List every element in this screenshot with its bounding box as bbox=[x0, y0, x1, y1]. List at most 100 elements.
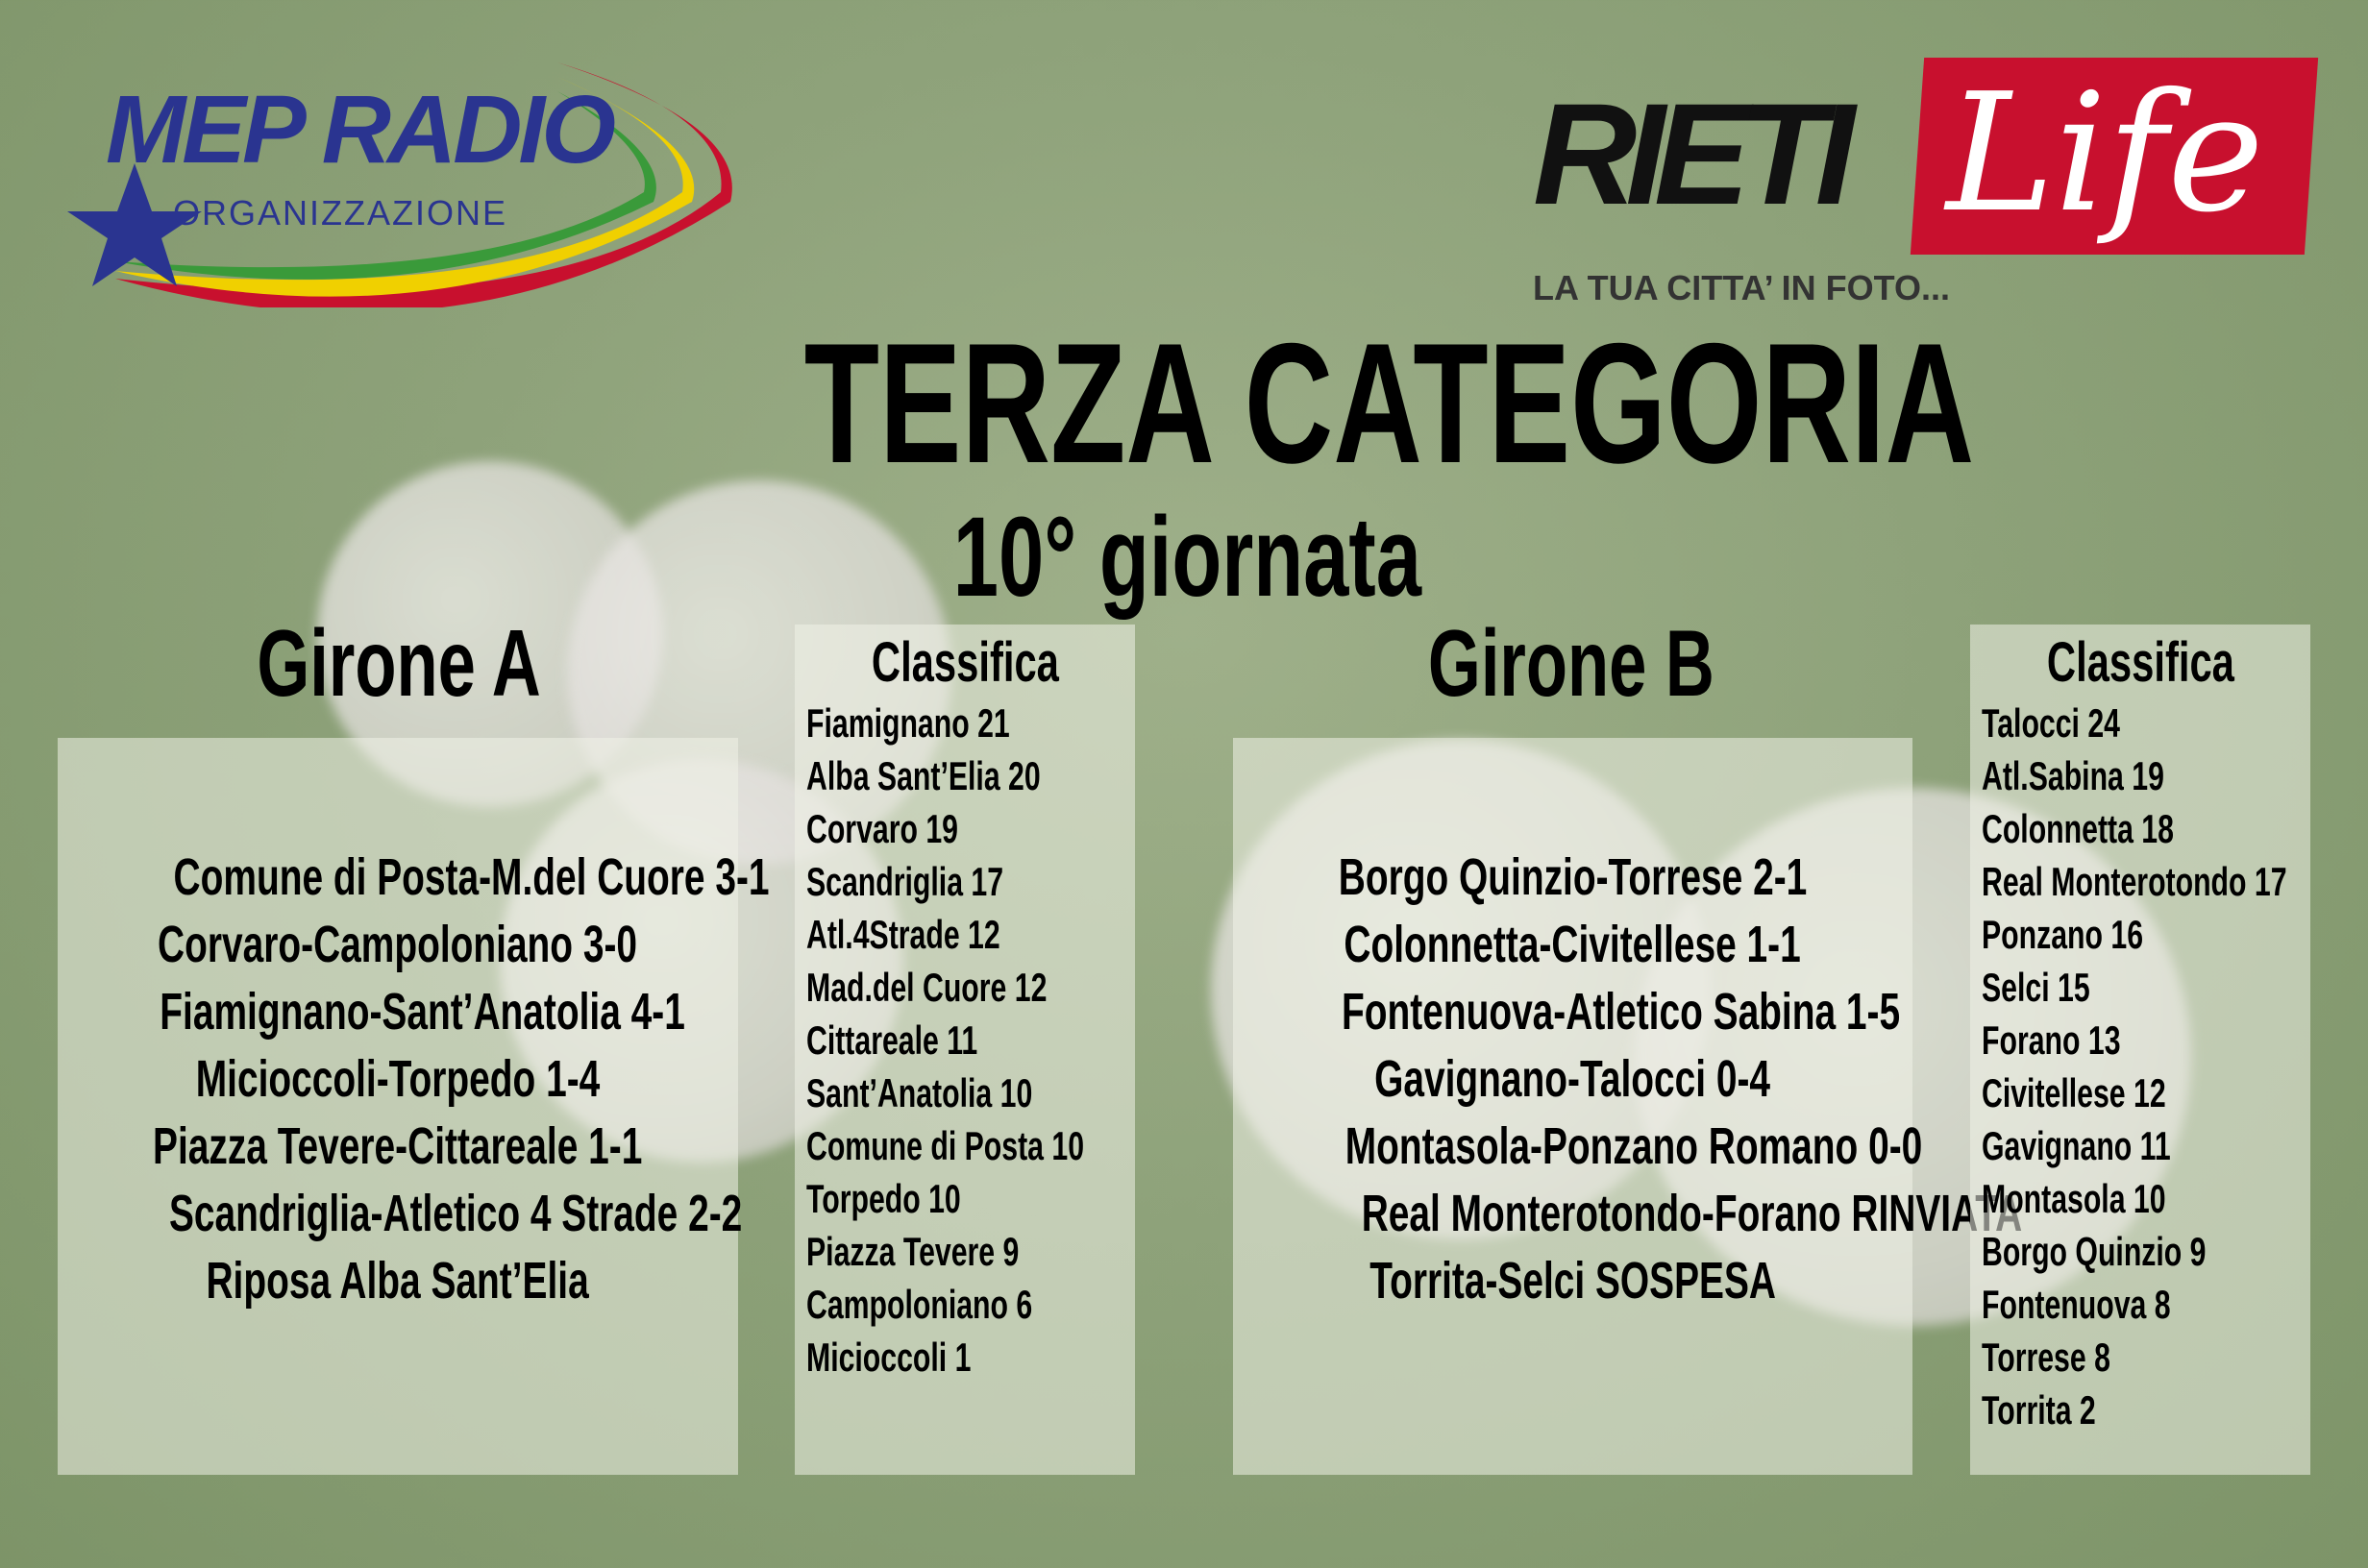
page-subtitle: 10° giornata bbox=[952, 494, 1421, 621]
girone-b-title: Girone B bbox=[1428, 610, 1714, 716]
match-result-text: Real Monterotondo-Forano RINVIATA bbox=[1361, 1185, 2023, 1242]
match-result: Montasola-Ponzano Romano 0-0 bbox=[1233, 1113, 1923, 1180]
mep-radio-logo: MEP RADIO ORGANIZZAZIONE bbox=[58, 58, 740, 307]
match-result: Micioccoli-Torpedo 1-4 bbox=[58, 1045, 738, 1113]
girone-a-title: Girone A bbox=[257, 610, 541, 716]
tagline: LA TUA CITTA’ IN FOTO... bbox=[1533, 268, 1950, 307]
standing-row: Fontenuova 8 bbox=[1982, 1278, 2310, 1331]
page-title: TERZA CATEGORIA bbox=[803, 307, 1975, 499]
match-result: Gavignano-Talocci 0-4 bbox=[1233, 1045, 1912, 1113]
match-result: Fontenuova-Atletico Sabina 1-5 bbox=[1233, 978, 1912, 1045]
match-result: Corvaro-Campoloniano 3-0 bbox=[58, 911, 738, 978]
girone-b-classifica-panel: Classifica Talocci 24 Atl.Sabina 19 Colonn… bbox=[1970, 625, 2310, 1475]
match-result: Fiamignano-Sant’Anatolia 4-1 bbox=[58, 978, 738, 1045]
standing-row-text: Civitellese 12 bbox=[1982, 1070, 2166, 1115]
standing-row-text: Atl.4Strade 12 bbox=[806, 912, 1000, 957]
standing-row-text: Fiamignano 21 bbox=[806, 700, 1010, 746]
standing-row: Montasola 10 bbox=[1982, 1172, 2310, 1225]
standing-row: Real Monterotondo 17 bbox=[1982, 855, 2310, 908]
standing-row: Colonnetta 18 bbox=[1982, 802, 2310, 855]
standing-row-text: Gavignano 11 bbox=[1982, 1123, 2171, 1168]
match-result-text: Gavignano-Talocci 0-4 bbox=[1374, 1050, 1771, 1108]
classifica-title: Classifica bbox=[2046, 631, 2234, 694]
match-result-text: Corvaro-Campoloniano 3-0 bbox=[158, 916, 638, 973]
match-result-text: Piazza Tevere-Cittareale 1-1 bbox=[153, 1117, 643, 1175]
girone-b-results-panel: Borgo Quinzio-Torrese 2-1 Colonnetta-Civi… bbox=[1233, 738, 2023, 1475]
match-result: Real Monterotondo-Forano RINVIATA bbox=[1233, 1180, 2023, 1247]
match-result-text: Colonnetta-Civitellese 1-1 bbox=[1344, 916, 1802, 973]
standing-row: Civitellese 12 bbox=[1982, 1066, 2310, 1119]
standing-row-text: Corvaro 19 bbox=[806, 806, 958, 851]
standing-row-text: Campoloniano 6 bbox=[806, 1282, 1033, 1327]
match-result-text: Fontenuova-Atletico Sabina 1-5 bbox=[1341, 983, 1901, 1041]
mep-radio-subtext: ORGANIZZAZIONE bbox=[173, 193, 508, 233]
standing-row: Alba Sant’Elia 20 bbox=[806, 749, 1135, 802]
standing-row-text: Borgo Quinzio 9 bbox=[1982, 1229, 2207, 1274]
standing-row: Torpedo 10 bbox=[806, 1172, 1135, 1225]
standing-row: Comune di Posta 10 bbox=[806, 1119, 1135, 1172]
match-result: Scandriglia-Atletico 4 Strade 2-2 bbox=[58, 1180, 742, 1247]
standing-row-text: Fontenuova 8 bbox=[1982, 1282, 2171, 1327]
standing-row: Torrese 8 bbox=[1982, 1331, 2310, 1384]
match-result: Piazza Tevere-Cittareale 1-1 bbox=[58, 1113, 738, 1180]
standing-row-text: Torrita 2 bbox=[1982, 1387, 2096, 1433]
standing-row-text: Sant’Anatolia 10 bbox=[806, 1070, 1033, 1115]
standing-row-text: Micioccoli 1 bbox=[806, 1335, 972, 1380]
standing-row-text: Alba Sant’Elia 20 bbox=[806, 753, 1041, 798]
standing-row-text: Ponzano 16 bbox=[1982, 912, 2144, 957]
standing-row-text: Mad.del Cuore 12 bbox=[806, 965, 1048, 1010]
standing-row-text: Real Monterotondo 17 bbox=[1982, 859, 2287, 904]
standing-row: Gavignano 11 bbox=[1982, 1119, 2310, 1172]
standing-row: Atl.4Strade 12 bbox=[806, 908, 1135, 961]
mep-radio-text: MEP RADIO bbox=[106, 76, 616, 184]
standing-row-text: Torrese 8 bbox=[1982, 1335, 2110, 1380]
standing-row: Forano 13 bbox=[1982, 1014, 2310, 1066]
standing-row-text: Comune di Posta 10 bbox=[806, 1123, 1085, 1168]
standing-row-text: Scandriglia 17 bbox=[806, 859, 1004, 904]
match-result: Colonnetta-Civitellese 1-1 bbox=[1233, 911, 1912, 978]
match-result-text: Fiamignano-Sant’Anatolia 4-1 bbox=[160, 983, 685, 1041]
rieti-life-logo: RIETI Life LA TUA CITTA’ IN FOTO... bbox=[1533, 53, 2319, 317]
standing-row-text: Colonnetta 18 bbox=[1982, 806, 2174, 851]
standing-row-text: Forano 13 bbox=[1982, 1017, 2121, 1063]
standing-row: Borgo Quinzio 9 bbox=[1982, 1225, 2310, 1278]
girone-a-classifica-panel: Classifica Fiamignano 21 Alba Sant’Elia 2… bbox=[795, 625, 1135, 1475]
match-result: Borgo Quinzio-Torrese 2-1 bbox=[1233, 844, 1912, 911]
match-result-text: Torrita-Selci SOSPESA bbox=[1369, 1252, 1776, 1310]
match-result-text: Scandriglia-Atletico 4 Strade 2-2 bbox=[168, 1185, 743, 1242]
standing-row: Cittareale 11 bbox=[806, 1014, 1135, 1066]
standing-row: Piazza Tevere 9 bbox=[806, 1225, 1135, 1278]
standing-row: Campoloniano 6 bbox=[806, 1278, 1135, 1331]
match-result-text: Montasola-Ponzano Romano 0-0 bbox=[1344, 1117, 1923, 1175]
life-text: Life bbox=[1946, 59, 2264, 249]
standing-row-text: Torpedo 10 bbox=[806, 1176, 961, 1221]
match-result: Torrita-Selci SOSPESA bbox=[1233, 1247, 1912, 1314]
standing-row-text: Cittareale 11 bbox=[806, 1017, 978, 1063]
match-result: Comune di Posta-M.del Cuore 3-1 bbox=[58, 844, 770, 911]
match-result-text: Comune di Posta-M.del Cuore 3-1 bbox=[173, 848, 770, 906]
standing-row: Scandriglia 17 bbox=[806, 855, 1135, 908]
standing-row: Micioccoli 1 bbox=[806, 1331, 1135, 1384]
classifica-title: Classifica bbox=[871, 631, 1059, 694]
standing-row: Torrita 2 bbox=[1982, 1384, 2310, 1436]
standing-row: Sant’Anatolia 10 bbox=[806, 1066, 1135, 1119]
standing-row: Corvaro 19 bbox=[806, 802, 1135, 855]
standing-row: Selci 15 bbox=[1982, 961, 2310, 1014]
standing-row: Fiamignano 21 bbox=[806, 697, 1135, 749]
standing-row: Mad.del Cuore 12 bbox=[806, 961, 1135, 1014]
logo-swoosh-icon bbox=[67, 62, 732, 307]
match-result: Riposa Alba Sant’Elia bbox=[58, 1247, 738, 1314]
standing-row-text: Piazza Tevere 9 bbox=[806, 1229, 1020, 1274]
standing-row: Talocci 24 bbox=[1982, 697, 2310, 749]
match-result-text: Micioccoli-Torpedo 1-4 bbox=[195, 1050, 601, 1108]
standing-row-text: Talocci 24 bbox=[1982, 700, 2120, 746]
match-result-text: Riposa Alba Sant’Elia bbox=[206, 1252, 590, 1310]
match-result-text: Borgo Quinzio-Torrese 2-1 bbox=[1338, 848, 1808, 906]
standing-row: Ponzano 16 bbox=[1982, 908, 2310, 961]
rieti-text: RIETI bbox=[1533, 73, 1855, 234]
standing-row-text: Atl.Sabina 19 bbox=[1982, 753, 2164, 798]
girone-a-results-panel: Comune di Posta-M.del Cuore 3-1 Corvaro-C… bbox=[58, 738, 770, 1475]
standing-row-text: Montasola 10 bbox=[1982, 1176, 2166, 1221]
standing-row: Atl.Sabina 19 bbox=[1982, 749, 2310, 802]
standing-row-text: Selci 15 bbox=[1982, 965, 2090, 1010]
